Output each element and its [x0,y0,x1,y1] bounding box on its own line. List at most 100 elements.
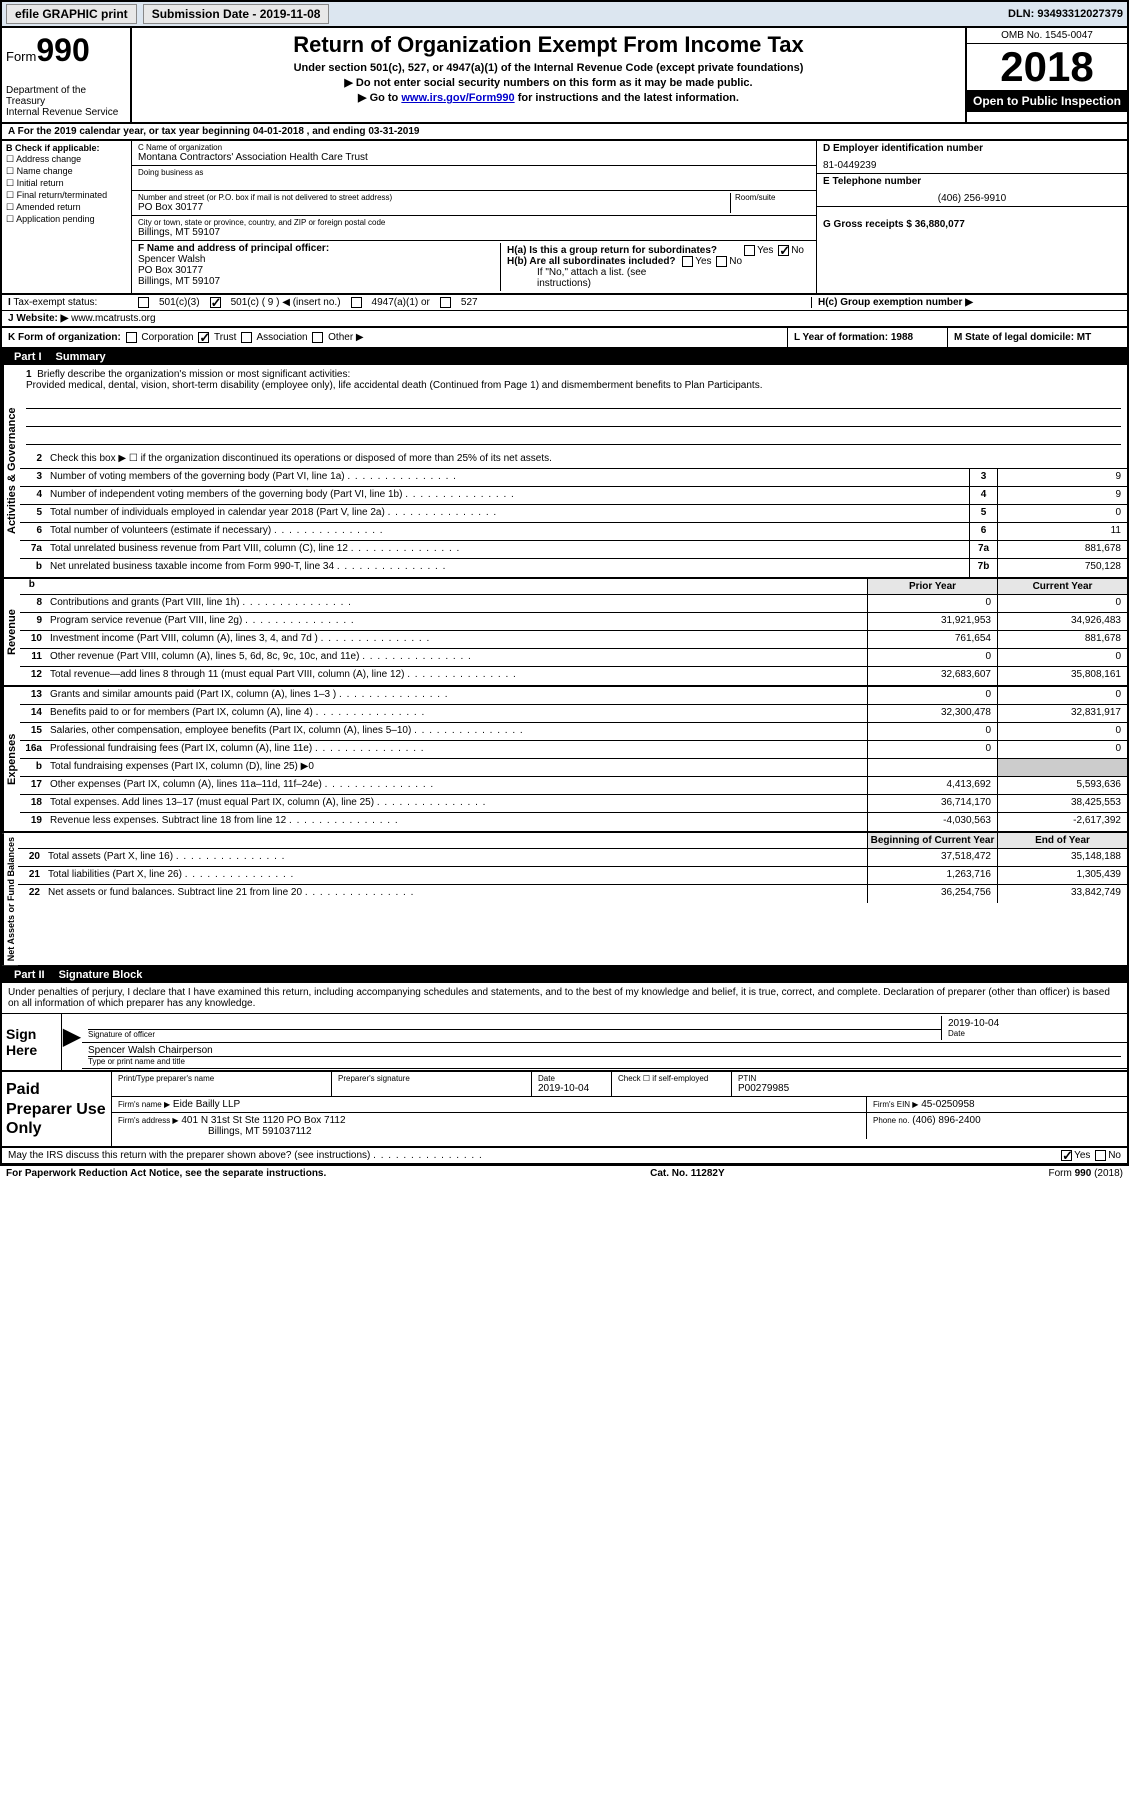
cb-other[interactable] [312,332,323,343]
tax-year: 2018 [967,44,1127,90]
ha-yes[interactable] [744,245,755,256]
governance-section: Activities & Governance 1 Briefly descri… [2,365,1127,579]
form-number: 990 [36,32,89,68]
discuss-no[interactable] [1095,1150,1106,1161]
cb-app-pending[interactable]: ☐ Application pending [6,214,127,225]
preparer-grid: Paid Preparer Use Only Print/Type prepar… [2,1072,1127,1148]
dln: DLN: 93493312027379 [1008,8,1123,20]
ha-no[interactable] [778,245,789,256]
topbar: efile GRAPHIC print Submission Date - 20… [2,2,1127,28]
part1-header: Part I Summary [2,349,1127,365]
line-18: 18Total expenses. Add lines 13–17 (must … [20,795,1127,813]
hb-no[interactable] [716,256,727,267]
line-8: 8Contributions and grants (Part VIII, li… [20,595,1127,613]
na-header: Beginning of Current Year End of Year [18,833,1127,849]
line-11: 11Other revenue (Part VIII, column (A), … [20,649,1127,667]
part2-header: Part II Signature Block [2,967,1127,983]
org-name-row: C Name of organization Montana Contracto… [132,141,816,166]
cb-527[interactable] [440,297,451,308]
dba-row: Doing business as [132,166,816,191]
cb-address-change[interactable]: ☐ Address change [6,154,127,165]
cb-501c3[interactable] [138,297,149,308]
cb-amended[interactable]: ☐ Amended return [6,202,127,213]
line-4: 4Number of independent voting members of… [20,487,1127,505]
sign-here-grid: Sign Here ▶ Signature of officer 2019-10… [2,1014,1127,1072]
cb-assoc[interactable] [241,332,252,343]
cb-501c[interactable] [210,297,221,308]
line-17: 17Other expenses (Part IX, column (A), l… [20,777,1127,795]
line-5: 5Total number of individuals employed in… [20,505,1127,523]
cb-final-return[interactable]: ☐ Final return/terminated [6,190,127,201]
header-mid: Return of Organization Exempt From Incom… [132,28,967,122]
expenses-section: Expenses 13Grants and similar amounts pa… [2,687,1127,833]
section-a: A For the 2019 calendar year, or tax yea… [2,124,1127,141]
mission-block: 1 Briefly describe the organization's mi… [20,365,1127,451]
phone-row: E Telephone number (406) 256-9910 [817,174,1127,207]
line-13: 13Grants and similar amounts paid (Part … [20,687,1127,705]
footer: For Paperwork Reduction Act Notice, see … [0,1166,1129,1181]
discuss-row: May the IRS discuss this return with the… [2,1148,1127,1164]
line-15: 15Salaries, other compensation, employee… [20,723,1127,741]
cb-corp[interactable] [126,332,137,343]
address-row: Number and street (or P.O. box if mail i… [132,191,816,216]
open-inspection: Open to Public Inspection [967,90,1127,112]
line-b: bTotal fundraising expenses (Part IX, co… [20,759,1127,777]
cb-trust[interactable] [198,332,209,343]
revenue-section: Revenue b Prior Year Current Year 8Contr… [2,579,1127,687]
irs-link[interactable]: www.irs.gov/Form990 [401,92,514,104]
line-16a: 16aProfessional fundraising fees (Part I… [20,741,1127,759]
rev-header: b Prior Year Current Year [20,579,1127,595]
subtitle-3: Go to www.irs.gov/Form990 for instructio… [140,91,957,104]
line-3: 3Number of voting members of the governi… [20,469,1127,487]
cb-4947[interactable] [351,297,362,308]
subtitle-1: Under section 501(c), 527, or 4947(a)(1)… [140,62,957,74]
line-12: 12Total revenue—add lines 8 through 11 (… [20,667,1127,685]
col-c: C Name of organization Montana Contracto… [132,141,817,293]
discuss-yes[interactable] [1061,1150,1072,1161]
line-22: 22Net assets or fund balances. Subtract … [18,885,1127,903]
line-b: bNet unrelated business taxable income f… [20,559,1127,577]
line-2: 2Check this box ▶ ☐ if the organization … [20,451,1127,469]
cb-initial-return[interactable]: ☐ Initial return [6,178,127,189]
hb-yes[interactable] [682,256,693,267]
line-21: 21Total liabilities (Part X, line 26) 1,… [18,867,1127,885]
revenue-label: Revenue [2,579,20,685]
line-19: 19Revenue less expenses. Subtract line 1… [20,813,1127,831]
header: Form990 Department of the Treasury Inter… [2,28,1127,124]
website-row: J Website: ▶ www.mcatrusts.org [2,311,1127,328]
col-right: D Employer identification number 81-0449… [817,141,1127,293]
line-6: 6Total number of volunteers (estimate if… [20,523,1127,541]
main-grid: B Check if applicable: ☐ Address change … [2,141,1127,295]
header-right: OMB No. 1545-0047 2018 Open to Public In… [967,28,1127,122]
line-20: 20Total assets (Part X, line 16) 37,518,… [18,849,1127,867]
tax-status-row: I Tax-exempt status: 501(c)(3) 501(c) ( … [2,295,1127,311]
signature-block: Under penalties of perjury, I declare th… [2,983,1127,1164]
officer-row: F Name and address of principal officer:… [132,241,816,293]
dept-treasury: Department of the Treasury Internal Reve… [6,85,126,118]
cb-name-change[interactable]: ☐ Name change [6,166,127,177]
hb-row: H(b) Are all subordinates included? Yes … [507,256,804,267]
netassets-section: Net Assets or Fund Balances Beginning of… [2,833,1127,967]
submission-date: Submission Date - 2019-11-08 [143,4,330,24]
form-prefix: Form [6,49,36,64]
gross-row: G Gross receipts $ 36,880,077 [817,207,1127,232]
form-container: efile GRAPHIC print Submission Date - 20… [0,0,1129,1166]
governance-label: Activities & Governance [2,365,20,577]
form-org-row: K Form of organization: Corporation Trus… [2,328,1127,349]
form-title: Return of Organization Exempt From Incom… [140,32,957,58]
ein-row: D Employer identification number 81-0449… [817,141,1127,174]
omb-number: OMB No. 1545-0047 [967,28,1127,44]
line-10: 10Investment income (Part VIII, column (… [20,631,1127,649]
expenses-label: Expenses [2,687,20,831]
efile-button[interactable]: efile GRAPHIC print [6,4,137,24]
city-row: City or town, state or province, country… [132,216,816,241]
col-b: B Check if applicable: ☐ Address change … [2,141,132,293]
line-7a: 7aTotal unrelated business revenue from … [20,541,1127,559]
header-left: Form990 Department of the Treasury Inter… [2,28,132,122]
netassets-label: Net Assets or Fund Balances [2,833,18,965]
ha-row: H(a) Is this a group return for subordin… [507,245,804,256]
subtitle-2: Do not enter social security numbers on … [140,76,957,89]
sign-arrow-icon: ▶ [62,1014,82,1070]
line-9: 9Program service revenue (Part VIII, lin… [20,613,1127,631]
line-14: 14Benefits paid to or for members (Part … [20,705,1127,723]
